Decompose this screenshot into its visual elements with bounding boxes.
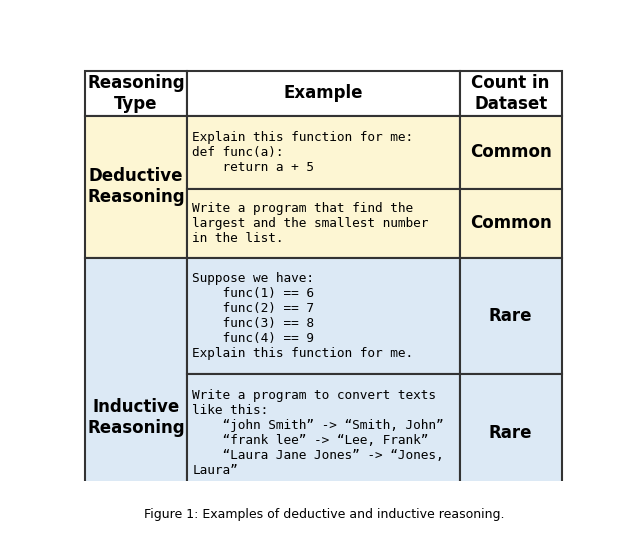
Text: Write a program to convert texts
like this:
    “john Smith” -> “Smith, John”
  : Write a program to convert texts like th…: [192, 389, 444, 477]
Bar: [459, 71, 562, 116]
Bar: [459, 374, 562, 493]
Bar: [186, 258, 459, 374]
Text: Rare: Rare: [489, 424, 532, 442]
Text: Inductive
Reasoning: Inductive Reasoning: [87, 399, 185, 437]
Bar: [186, 374, 459, 493]
Text: Deductive
Reasoning: Deductive Reasoning: [87, 167, 185, 206]
Text: Figure 1: Examples of deductive and inductive reasoning.: Figure 1: Examples of deductive and indu…: [143, 508, 504, 521]
Text: Count in
Dataset: Count in Dataset: [471, 74, 550, 113]
Text: Example: Example: [283, 84, 363, 102]
Bar: [186, 116, 459, 189]
Text: Suppose we have:
    func(1) == 6
    func(2) == 7
    func(3) == 8
    func(4) : Suppose we have: func(1) == 6 func(2) ==…: [192, 272, 413, 360]
Bar: [85, 71, 186, 116]
Text: Reasoning
Type: Reasoning Type: [87, 74, 185, 113]
Bar: [186, 189, 459, 258]
Bar: [186, 71, 459, 116]
Text: Common: Common: [470, 143, 552, 161]
Bar: [459, 116, 562, 189]
Bar: [85, 258, 186, 493]
Text: Explain this function for me:
def func(a):
    return a + 5: Explain this function for me: def func(a…: [192, 131, 413, 174]
Bar: [85, 116, 186, 258]
Bar: [459, 189, 562, 258]
Bar: [459, 258, 562, 374]
Text: Write a program that find the
largest and the smallest number
in the list.: Write a program that find the largest an…: [192, 202, 428, 245]
Text: Common: Common: [470, 214, 552, 232]
Text: Rare: Rare: [489, 307, 532, 325]
